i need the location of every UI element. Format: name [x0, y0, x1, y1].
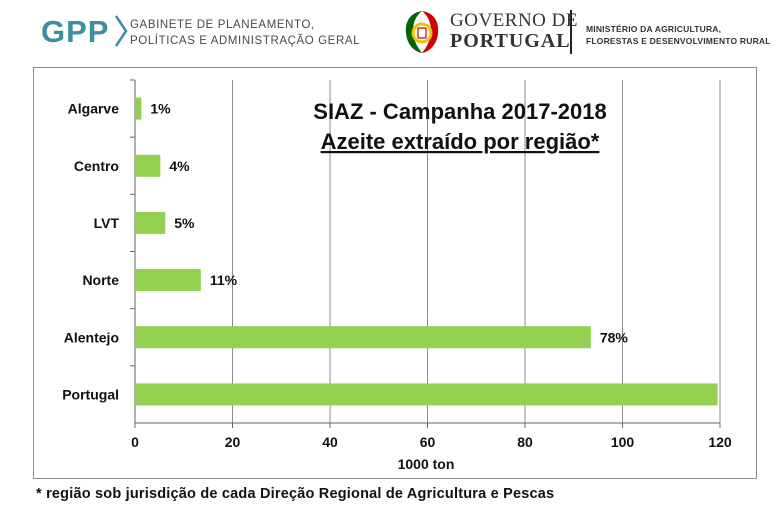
gpp-logo: GPP — [41, 14, 110, 49]
ministry-line-2: FLORESTAS E DESENVOLVIMENTO RURAL — [586, 36, 771, 46]
page-header: GPP GABINETE DE PLANEAMENTO, POLÍTICAS E… — [0, 0, 782, 62]
category-label: Algarve — [68, 101, 120, 117]
x-tick-label: 60 — [420, 434, 436, 450]
bar — [135, 383, 718, 406]
chart-title: SIAZ - Campanha 2017-2018 — [313, 99, 606, 124]
x-tick-label: 20 — [225, 434, 241, 450]
bar-chart: 0 20 40 60 80 100 120 Algarve 1% Centro 4% LVT 5% Nor… — [62, 79, 732, 472]
category-label: Portugal — [62, 386, 119, 402]
category-label: Norte — [82, 272, 119, 288]
bar — [135, 269, 201, 292]
footnote: * região sob jurisdição de cada Direção … — [36, 486, 555, 502]
header-divider — [570, 10, 572, 54]
ministry-name: MINISTÉRIO DA AGRICULTURA, FLORESTAS E D… — [586, 23, 771, 47]
gov-line-2: PORTUGAL — [450, 30, 571, 52]
bar — [135, 326, 591, 349]
chart-frame: 0 20 40 60 80 100 120 Algarve 1% Centro 4% LVT 5% Nor… — [33, 67, 757, 479]
bar — [135, 211, 166, 234]
government-logo-text: GOVERNO DE PORTUGAL — [450, 10, 578, 52]
chart-subtitle: Azeite extraído por região* — [321, 129, 600, 154]
bar — [135, 97, 142, 120]
data-label: 78% — [600, 329, 629, 345]
data-label: 1% — [150, 101, 171, 117]
x-tick-label: 0 — [131, 434, 139, 450]
ministry-line-1: MINISTÉRIO DA AGRICULTURA, — [586, 24, 722, 34]
x-tick-label: 100 — [611, 434, 635, 450]
category-label: Centro — [74, 158, 119, 174]
category-label: LVT — [94, 215, 120, 231]
data-label: 5% — [174, 215, 195, 231]
gpp-line-1: GABINETE DE PLANEAMENTO, — [130, 19, 315, 31]
x-axis-label: 1000 ton — [398, 456, 455, 472]
gpp-agency-name: GABINETE DE PLANEAMENTO, POLÍTICAS E ADM… — [130, 17, 360, 49]
data-label: 11% — [210, 272, 238, 288]
x-tick-label: 80 — [517, 434, 533, 450]
x-tick-label: 120 — [708, 434, 732, 450]
data-label: 4% — [169, 158, 190, 174]
gov-line-1: GOVERNO DE — [450, 10, 578, 31]
portugal-emblem-icon — [405, 11, 439, 53]
category-label: Alentejo — [64, 329, 119, 345]
gpp-chevron-icon — [114, 15, 128, 47]
bar — [135, 154, 161, 177]
x-tick-label: 40 — [322, 434, 338, 450]
gpp-line-2: POLÍTICAS E ADMINISTRAÇÃO GERAL — [130, 35, 361, 47]
